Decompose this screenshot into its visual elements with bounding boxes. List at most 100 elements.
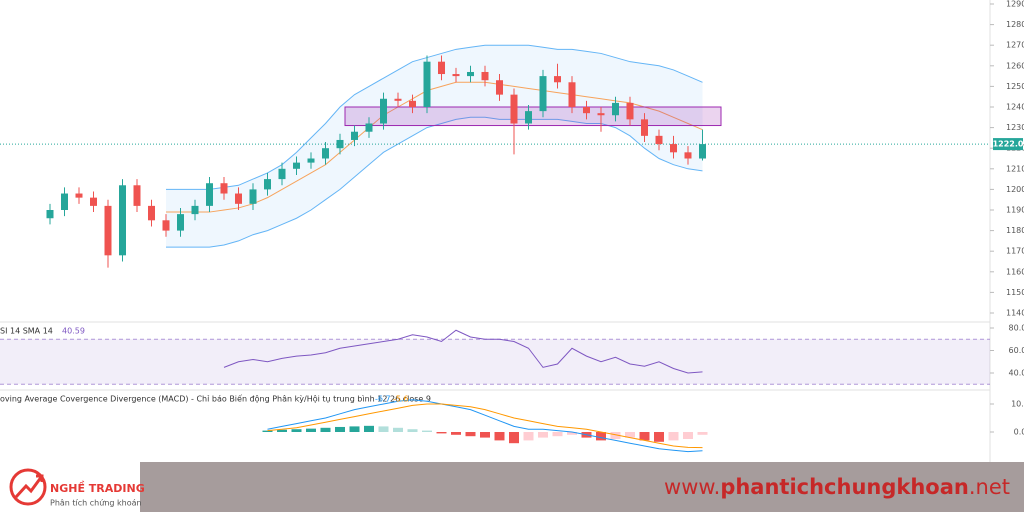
macd-bar bbox=[436, 432, 447, 434]
candle-body bbox=[177, 214, 184, 231]
candle-body bbox=[699, 144, 706, 159]
candle-body bbox=[438, 61, 445, 75]
macd-bar bbox=[596, 432, 606, 441]
macd-legend: -6.7 bbox=[375, 395, 391, 404]
macd-title: oving Average Covergence Divergence (MAC… bbox=[0, 394, 431, 405]
candle-body bbox=[336, 139, 344, 149]
macd-bar bbox=[335, 426, 345, 432]
macd-bar bbox=[262, 430, 273, 432]
y-tick-label: 1160.0 bbox=[1006, 267, 1024, 276]
macd-bar bbox=[422, 430, 432, 432]
rsi-value: 40.59 bbox=[62, 327, 85, 336]
logo-arrow bbox=[14, 474, 44, 499]
y-tick-label: 80.00 bbox=[1009, 324, 1024, 333]
candle-body bbox=[206, 183, 213, 206]
macd-bar bbox=[538, 432, 548, 438]
candle-body bbox=[510, 94, 518, 124]
candle-body bbox=[481, 71, 489, 81]
candle-body bbox=[148, 205, 155, 221]
y-tick-label: 1260.0 bbox=[1006, 61, 1024, 70]
y-tick-label: 1170.0 bbox=[1006, 247, 1024, 256]
macd-line bbox=[267, 403, 703, 449]
candle-body bbox=[525, 111, 532, 124]
macd-bar bbox=[451, 432, 461, 435]
macd-bar bbox=[567, 432, 577, 435]
candle-body bbox=[235, 193, 242, 204]
y-tick-label: 1150.0 bbox=[1006, 288, 1024, 297]
macd-bar bbox=[407, 429, 418, 432]
y-tick-label: 1250.0 bbox=[1006, 82, 1024, 91]
candle-body bbox=[612, 102, 619, 116]
last-price-box bbox=[993, 138, 1023, 151]
rsi-band bbox=[0, 339, 990, 385]
candle-body bbox=[322, 148, 329, 159]
y-tick-label: 60.00 bbox=[1009, 346, 1024, 355]
macd-bar bbox=[610, 432, 621, 439]
macd-legend: -5.6 bbox=[393, 395, 409, 404]
candle-body bbox=[496, 80, 503, 95]
macd-bar bbox=[654, 432, 664, 442]
candle-body bbox=[162, 220, 170, 231]
candle-body bbox=[380, 98, 387, 124]
rsi-line bbox=[223, 329, 703, 374]
candle-body bbox=[423, 61, 431, 107]
macd-bar bbox=[349, 426, 360, 432]
macd-bar bbox=[306, 428, 316, 432]
macd-bar bbox=[494, 432, 505, 441]
candle-body bbox=[351, 131, 358, 140]
macd-bar bbox=[320, 427, 331, 432]
y-tick-label: 1140.0 bbox=[1006, 309, 1024, 318]
macd-bar bbox=[364, 425, 374, 432]
candle-body bbox=[655, 135, 663, 145]
footer-bar bbox=[0, 462, 1024, 512]
candle-body bbox=[293, 162, 300, 169]
candle-body bbox=[597, 113, 605, 116]
y-tick-label: 1230.0 bbox=[1006, 123, 1024, 132]
y-tick-label: 1240.0 bbox=[1006, 103, 1024, 112]
candle-body bbox=[684, 152, 692, 159]
url-suffix: .net bbox=[969, 475, 1010, 499]
y-tick-label: 1270.0 bbox=[1006, 41, 1024, 50]
y-tick-label: 1180.0 bbox=[1006, 226, 1024, 235]
candle-body bbox=[568, 82, 576, 107]
y-tick-label: 1210.0 bbox=[1006, 164, 1024, 173]
candle-body bbox=[61, 193, 68, 210]
candle-body bbox=[626, 102, 634, 120]
y-tick-label: 1190.0 bbox=[1006, 206, 1024, 215]
candle-body bbox=[452, 74, 460, 77]
url-prefix: www. bbox=[664, 475, 720, 499]
candle-body bbox=[554, 76, 561, 83]
y-tick-label: 0.0 bbox=[1014, 428, 1024, 437]
macd-bar bbox=[523, 432, 534, 441]
candle-body bbox=[365, 123, 373, 132]
candle-body bbox=[104, 205, 112, 256]
macd-bar bbox=[277, 429, 287, 432]
url-main: phantichchungkhoan bbox=[720, 475, 969, 499]
logo-icon bbox=[9, 468, 47, 506]
y-tick-label: 1290.0 bbox=[1006, 0, 1024, 9]
macd-bar bbox=[683, 432, 693, 439]
macd-bar bbox=[639, 432, 650, 441]
macd-bar bbox=[480, 432, 490, 438]
brand: NGHỀ TRADING bbox=[50, 481, 145, 495]
candle-body bbox=[278, 168, 286, 180]
band-fill bbox=[166, 45, 703, 248]
candle-body bbox=[133, 185, 141, 206]
candle-body bbox=[264, 179, 271, 190]
macd-bar bbox=[668, 432, 679, 441]
candle-body bbox=[583, 107, 590, 114]
y-tick-label: 1280.0 bbox=[1006, 20, 1024, 29]
candle-body bbox=[307, 158, 315, 163]
macd-bar bbox=[509, 432, 519, 444]
y-tick-label: 10.0 bbox=[1011, 400, 1024, 409]
candle-body bbox=[409, 100, 416, 107]
last-price-label: 1222.0 bbox=[993, 140, 1024, 149]
macd-bar bbox=[552, 432, 563, 437]
candle-body bbox=[90, 197, 97, 206]
macd-line bbox=[267, 399, 703, 453]
candle-body bbox=[670, 144, 677, 153]
rsi-title: SI 14 SMA 14 bbox=[0, 327, 53, 336]
candle-body bbox=[75, 193, 83, 198]
candle-body bbox=[249, 189, 257, 204]
